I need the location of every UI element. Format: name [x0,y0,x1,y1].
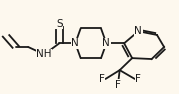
Text: F: F [115,80,121,90]
Text: NH: NH [37,49,52,59]
Text: F: F [135,74,141,84]
Text: N: N [71,38,79,48]
Text: N: N [134,26,142,36]
Text: S: S [56,19,63,29]
Text: F: F [99,74,105,84]
Text: N: N [103,38,110,48]
